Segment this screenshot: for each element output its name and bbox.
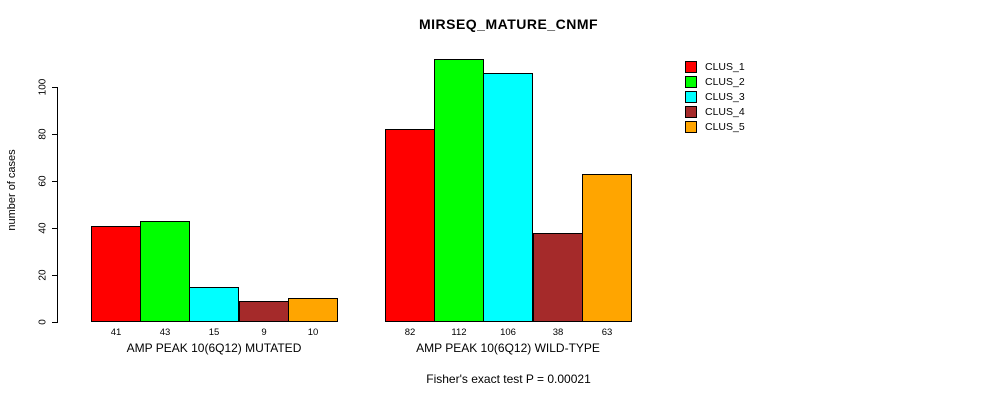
chart-title: MIRSEQ_MATURE_CNMF (418, 16, 599, 32)
y-axis-label: number of cases (6, 149, 18, 231)
legend: CLUS_1 CLUS_2 CLUS_3 CLUS_4 CLUS_5 (685, 59, 745, 134)
y-tick-mark-40 (52, 228, 57, 229)
legend-label-clus_5: CLUS_5 (705, 120, 745, 133)
bar-value-clus_5-group2: 63 (601, 327, 613, 338)
legend-swatch-clus_5 (685, 120, 697, 133)
legend-label-clus_1: CLUS_1 (705, 60, 745, 73)
legend-swatch-clus_3 (685, 90, 697, 103)
caption-fishers-test: Fisher's exact test P = 0.00021 (426, 372, 591, 386)
legend-label-clus_4: CLUS_4 (705, 105, 745, 118)
y-tick-label-100: 100 (37, 78, 49, 96)
bar-clus_2-group1 (140, 221, 190, 322)
bar-clus_3-group1 (189, 287, 239, 322)
legend-swatch-clus_2 (685, 75, 697, 88)
bar-clus_1-group2 (385, 129, 435, 322)
legend-item-clus_3: CLUS_3 (685, 89, 745, 104)
legend-item-clus_4: CLUS_4 (685, 104, 745, 119)
bar-clus_5-group2 (582, 174, 632, 322)
bar-clus_2-group2 (434, 59, 484, 322)
legend-swatch-clus_4 (685, 105, 697, 118)
legend-item-clus_5: CLUS_5 (685, 119, 745, 134)
y-tick-mark-100 (52, 87, 57, 88)
y-tick-label-60: 60 (37, 175, 49, 187)
legend-label-clus_3: CLUS_3 (705, 90, 745, 103)
bar-clus_4-group1 (239, 301, 289, 322)
bar-value-clus_2-group2: 112 (451, 327, 467, 338)
y-tick-mark-80 (52, 134, 57, 135)
legend-item-clus_1: CLUS_1 (685, 59, 745, 74)
y-axis-line (57, 87, 58, 323)
bar-clus_5-group1 (288, 298, 338, 322)
y-tick-mark-60 (52, 181, 57, 182)
bar-value-clus_4-group2: 38 (552, 327, 564, 338)
y-tick-mark-20 (52, 275, 57, 276)
bar-clus_1-group1 (91, 226, 141, 322)
x-category-label-mutated: AMP PEAK 10(6Q12) MUTATED (126, 341, 302, 355)
bar-value-clus_3-group1: 15 (208, 327, 220, 338)
bar-value-clus_4-group1: 9 (261, 327, 267, 338)
bar-value-clus_5-group1: 10 (307, 327, 319, 338)
y-tick-mark-0 (52, 322, 57, 323)
bar-value-clus_1-group2: 82 (404, 327, 416, 338)
y-tick-label-20: 20 (37, 269, 49, 281)
bar-value-clus_2-group1: 43 (159, 327, 171, 338)
legend-label-clus_2: CLUS_2 (705, 75, 745, 88)
bar-value-clus_1-group1: 41 (110, 327, 122, 338)
legend-swatch-clus_1 (685, 60, 697, 73)
bar-clus_3-group2 (483, 73, 533, 322)
x-category-label-wild-type: AMP PEAK 10(6Q12) WILD-TYPE (416, 341, 600, 355)
bar-value-clus_3-group2: 106 (500, 327, 516, 338)
y-tick-label-80: 80 (37, 128, 49, 140)
legend-item-clus_2: CLUS_2 (685, 74, 745, 89)
y-tick-label-40: 40 (37, 222, 49, 234)
bar-clus_4-group2 (533, 233, 583, 322)
y-tick-label-0: 0 (37, 319, 49, 325)
